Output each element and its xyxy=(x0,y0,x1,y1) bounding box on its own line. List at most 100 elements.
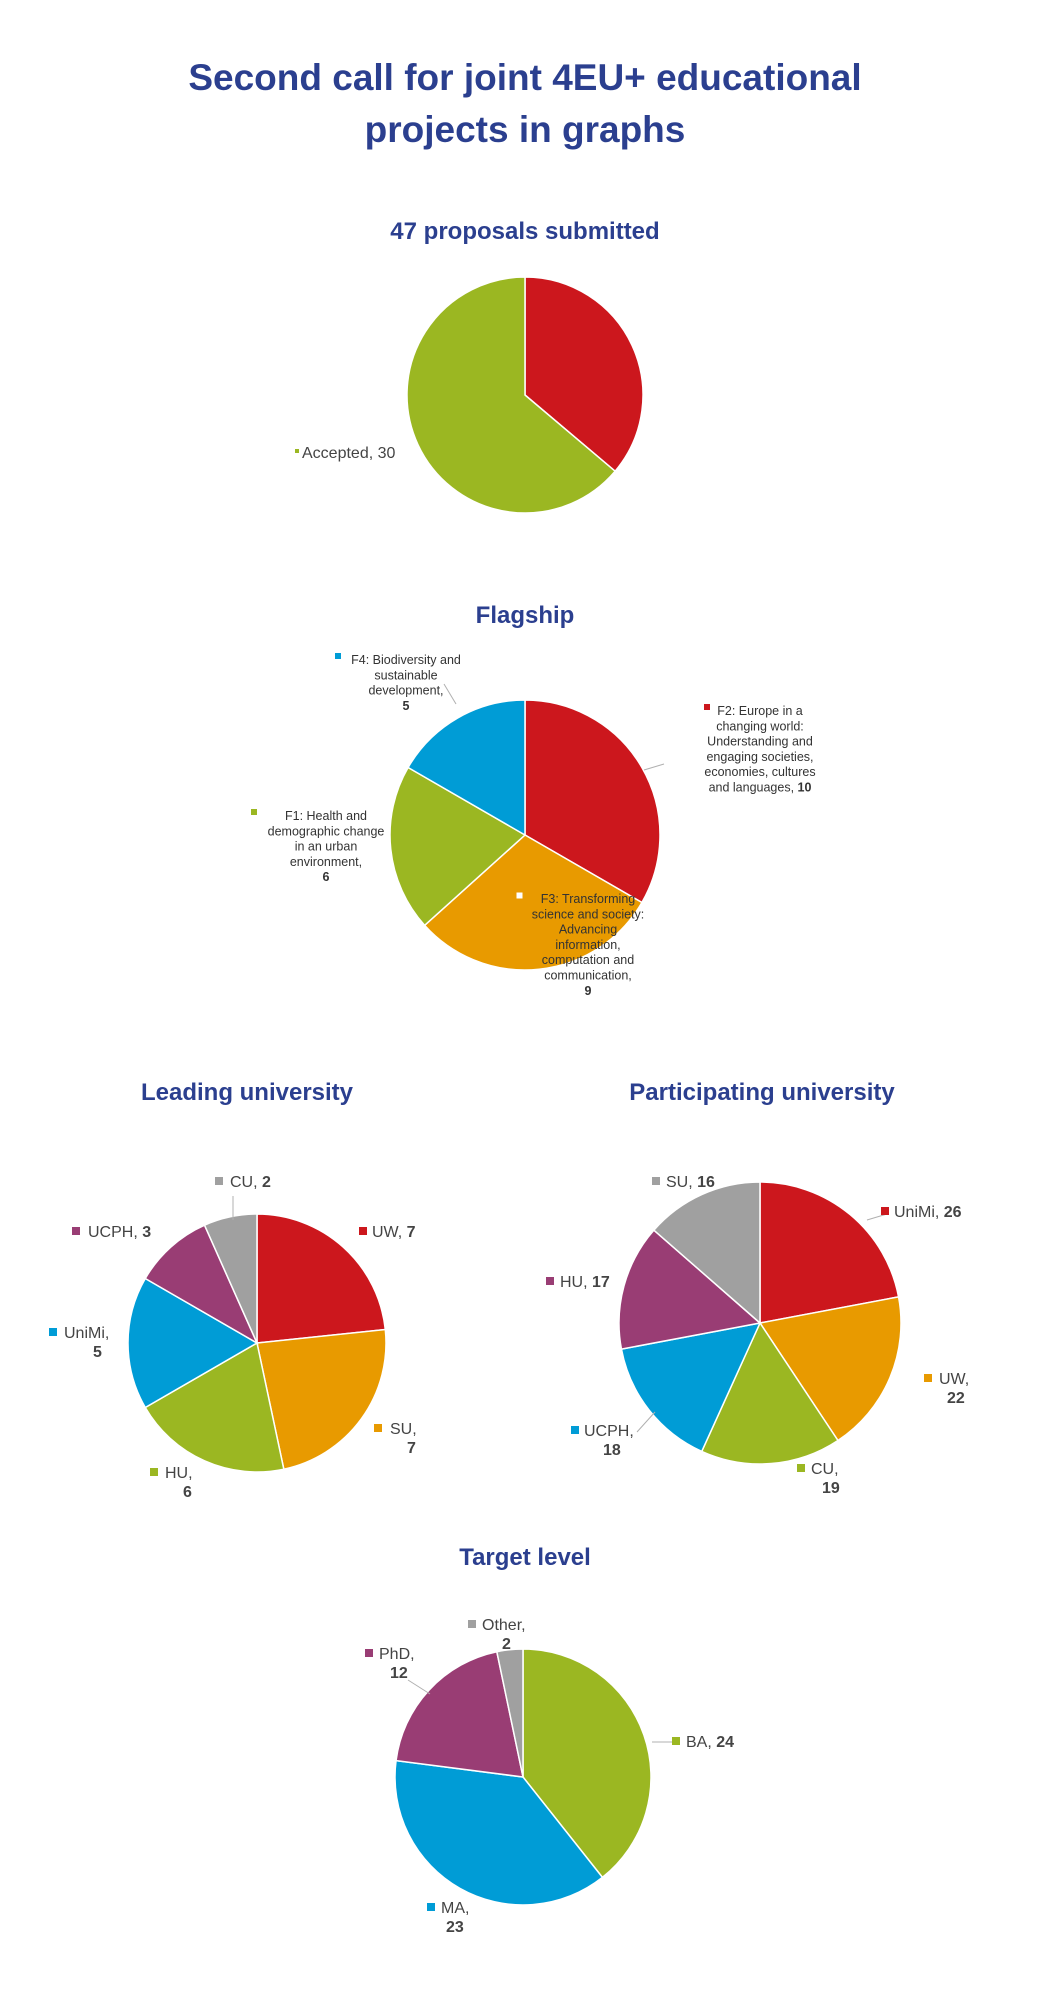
legend-marker xyxy=(704,704,710,710)
slice-label-participating-1: UW, 22 xyxy=(924,1371,969,1407)
pie-slice-target-phd xyxy=(395,1650,524,1778)
slice-value-text: 5 xyxy=(93,1344,102,1361)
pie-slice-participating-su xyxy=(652,1181,761,1325)
slice-label-leading-5: CU, 2 xyxy=(215,1174,271,1220)
pie-slice-proposals-other-0 xyxy=(524,276,644,473)
slice-label-target-0: BA, 24 xyxy=(652,1734,734,1751)
pie-slice-proposals-accepted xyxy=(406,276,617,514)
pie-slice-leading-uw xyxy=(256,1213,387,1344)
slice-label-flagship-2: F1: Health and demographic change in an ur… xyxy=(251,809,384,884)
legend-marker xyxy=(365,1649,373,1657)
legend-marker xyxy=(546,1277,554,1285)
slice-label-text: F1: Health and demographic change in an ur… xyxy=(268,809,385,884)
slice-label-text: MA, xyxy=(441,1900,469,1917)
slice-label-target-1: MA, 23 xyxy=(427,1900,469,1936)
legend-marker xyxy=(427,1903,435,1911)
slice-label-text: UCPH, 3 xyxy=(88,1224,151,1241)
legend-marker xyxy=(359,1227,367,1235)
slice-label-leading-4: UCPH, 3 xyxy=(72,1224,151,1241)
page-title-line-2: projects in graphs xyxy=(364,109,686,150)
pie-target: BA, 24 MA, 23 PhD, 12 Other, 2 xyxy=(365,1617,734,1936)
slice-label-text: CU, xyxy=(811,1461,839,1478)
chart-title-participating: Participating university xyxy=(629,1079,895,1106)
slice-value-text: 7 xyxy=(407,1440,416,1457)
pie-slice-flagship-f1 xyxy=(389,766,527,927)
slice-label-text: UniMi, xyxy=(64,1325,109,1342)
pie-participating: UniMi, 26 UW, 22 CU, 19 UCPH, 18 HU, 17 SU, 16 xyxy=(546,1174,969,1497)
legend-marker xyxy=(295,449,299,453)
slice-value-text: 22 xyxy=(947,1390,965,1407)
legend-marker xyxy=(515,891,524,900)
legend-marker xyxy=(49,1328,57,1336)
slice-label-flagship-3: F4: Biodiversity and sustainable developme… xyxy=(335,653,461,713)
pie-slice-flagship-f4 xyxy=(407,699,526,837)
pie-slice-participating-cu xyxy=(700,1321,839,1465)
pie-slice-leading-hu xyxy=(144,1341,285,1473)
slice-value-text: 2 xyxy=(502,1636,511,1653)
slice-value-text: 18 xyxy=(603,1442,621,1459)
legend-marker xyxy=(881,1207,889,1215)
slice-label-leading-3: UniMi, 5 xyxy=(49,1325,109,1361)
slice-label-text: Other, xyxy=(482,1617,526,1634)
slice-label-flagship-1: F3: Transforming science and society: Adva… xyxy=(515,891,644,998)
slice-label-text: CU, 2 xyxy=(230,1174,271,1191)
legend-marker xyxy=(72,1227,80,1235)
pie-proposals: Accepted, 30 xyxy=(295,276,644,514)
legend-marker xyxy=(797,1464,805,1472)
slice-label-flagship-0: F2: Europe in a changing world: Understand… xyxy=(643,704,816,795)
pie-slice-flagship-f2 xyxy=(524,699,661,904)
chart-title-leading: Leading university xyxy=(140,1079,354,1106)
legend-marker xyxy=(374,1424,382,1432)
slice-label-text: UW, xyxy=(939,1371,969,1388)
legend-marker xyxy=(150,1468,158,1476)
chart-title-target: Target level xyxy=(459,1544,591,1571)
pie-slice-target-other xyxy=(495,1648,524,1778)
slice-label-leading-2: HU, 6 xyxy=(150,1465,193,1501)
slice-label-leading-0: UW, 7 xyxy=(359,1224,416,1241)
slice-value-text: 23 xyxy=(446,1919,464,1936)
page-title: Second call for joint 4EU+ educational p… xyxy=(0,52,1050,156)
legend-marker xyxy=(924,1374,932,1382)
slice-label-text: PhD, xyxy=(379,1646,415,1663)
slice-value-text: 12 xyxy=(390,1665,408,1682)
slice-label-text: UniMi, 26 xyxy=(894,1204,962,1221)
slice-value-text: 19 xyxy=(822,1480,840,1497)
pie-slice-leading-ucph xyxy=(144,1224,259,1345)
legend-marker xyxy=(335,653,341,659)
chart-title-flagship: Flagship xyxy=(475,602,575,629)
pie-slice-participating-hu xyxy=(618,1229,762,1351)
slice-label-text: SU, 16 xyxy=(666,1174,715,1191)
pie-slice-target-ba xyxy=(522,1648,652,1879)
slice-label-participating-4: HU, 17 xyxy=(546,1274,610,1291)
slice-label-text: SU, xyxy=(390,1421,417,1438)
pie-slice-target-ma xyxy=(394,1759,604,1906)
slice-label-text: BA, 24 xyxy=(686,1734,734,1751)
slice-label-target-2: PhD, 12 xyxy=(365,1646,431,1695)
pie-slice-participating-ucph xyxy=(620,1321,762,1453)
slice-label-participating-3: UCPH, 18 xyxy=(571,1411,656,1459)
legend-marker xyxy=(571,1426,579,1434)
slice-value-text: 6 xyxy=(183,1484,192,1501)
leader-line xyxy=(443,683,457,705)
slice-label-text: UCPH, xyxy=(584,1423,634,1440)
chart-title-proposals: 47 proposals submitted xyxy=(390,218,660,245)
slice-label-leading-1: SU, 7 xyxy=(374,1421,417,1457)
leader-line xyxy=(643,763,665,771)
slice-label-participating-2: CU, 19 xyxy=(797,1461,840,1497)
slice-label-participating-5: SU, 16 xyxy=(652,1174,715,1191)
pie-slice-participating-unimi xyxy=(759,1181,900,1324)
slice-label-text: HU, 17 xyxy=(560,1274,610,1291)
legend-marker xyxy=(251,809,257,815)
pie-slice-participating-uw xyxy=(758,1295,902,1442)
page-title-line-1: Second call for joint 4EU+ educational xyxy=(188,57,862,98)
pie-slice-flagship-f3 xyxy=(423,834,643,971)
slice-label-text: UW, 7 xyxy=(372,1224,416,1241)
legend-marker xyxy=(468,1620,476,1628)
slice-label-text: F2: Europe in a changing world: Understand… xyxy=(704,704,815,795)
slice-label-target-3: Other, 2 xyxy=(468,1617,526,1653)
slice-label-text: F4: Biodiversity and sustainable developme… xyxy=(351,653,461,713)
leader-line xyxy=(636,1411,656,1433)
pie-slice-leading-cu xyxy=(203,1213,258,1344)
pie-flagship: F2: Europe in a changing world: Understand… xyxy=(251,653,816,998)
